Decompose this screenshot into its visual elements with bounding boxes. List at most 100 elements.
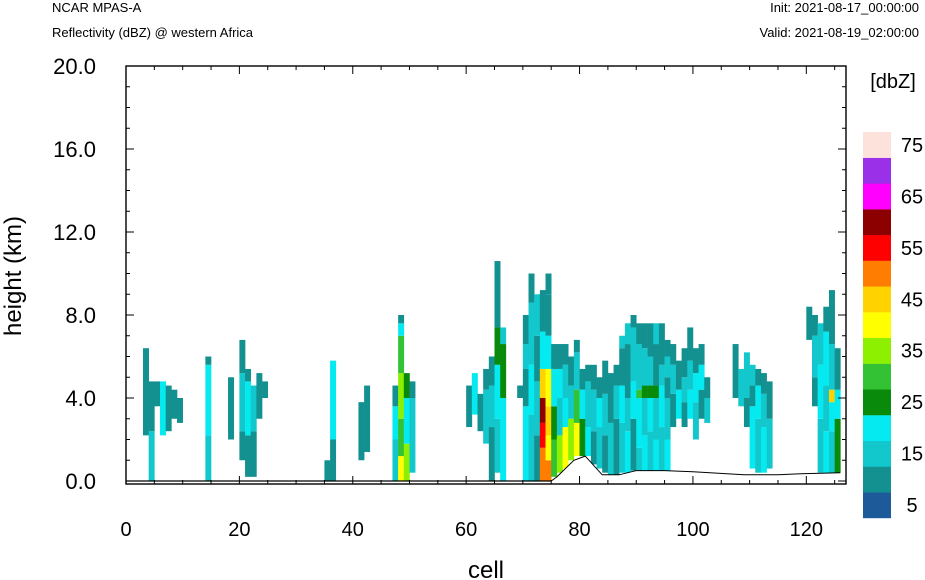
terrain-fill (126, 456, 846, 484)
reflectivity-cell (687, 360, 694, 390)
model-title: NCAR MPAS-A (52, 0, 142, 15)
reflectivity-cell (755, 385, 762, 419)
reflectivity-cell (738, 368, 745, 407)
reflectivity-cell (562, 398, 569, 428)
reflectivity-cell (698, 389, 705, 419)
reflectivity-cell (358, 402, 365, 461)
reflectivity-cell (545, 460, 552, 481)
colorbar-swatch (863, 157, 891, 184)
colorbar-tick-label: 15 (901, 444, 923, 466)
reflectivity-cell (330, 360, 337, 440)
reflectivity-cell (545, 294, 552, 336)
reflectivity-cell (154, 381, 161, 407)
colorbar-tick-label: 55 (901, 238, 923, 260)
reflectivity-cell (517, 385, 524, 398)
y-tick-label: 4.0 (65, 386, 96, 411)
reflectivity-cell (528, 414, 535, 481)
y-axis-label: height (km) (0, 216, 27, 336)
reflectivity-cell (539, 368, 546, 398)
reflectivity-cell (398, 373, 405, 419)
reflectivity-cell (177, 398, 183, 423)
reflectivity-cell (250, 385, 257, 432)
reflectivity-cell (647, 323, 654, 357)
reflectivity-cell (539, 290, 546, 332)
reflectivity-cell (692, 373, 699, 403)
reflectivity-cell (823, 306, 830, 332)
reflectivity-cell (704, 398, 711, 423)
reflectivity-cell (239, 431, 246, 461)
colorbar-swatch (863, 132, 891, 158)
reflectivity-cell (755, 368, 762, 386)
reflectivity-cell (579, 418, 586, 457)
reflectivity-cell (545, 435, 552, 461)
reflectivity-cell (534, 381, 541, 436)
reflectivity-cell (811, 335, 818, 378)
x-tick-label: 40 (342, 519, 364, 541)
reflectivity-cell (573, 352, 580, 390)
reflectivity-cell (619, 422, 626, 473)
reflectivity-cell (573, 389, 580, 423)
reflectivity-cell (653, 385, 660, 398)
reflectivity-cell (641, 435, 648, 471)
reflectivity-cell (704, 377, 711, 398)
reflectivity-cell (245, 381, 252, 436)
reflectivity-cell (596, 427, 603, 469)
reflectivity-cell (596, 398, 603, 428)
y-tick-label: 16.0 (53, 137, 96, 162)
x-axis-label: cell (468, 557, 504, 580)
reflectivity-cell (500, 398, 507, 481)
reflectivity-cell (556, 398, 563, 436)
reflectivity-cell (675, 360, 682, 390)
reflectivity-cell (823, 385, 830, 432)
reflectivity-cell (664, 398, 671, 440)
reflectivity-cell (148, 431, 155, 481)
y-tick-label: 12.0 (53, 220, 96, 245)
reflectivity-cell (681, 402, 688, 428)
reflectivity-cell (828, 431, 835, 473)
reflectivity-cell (670, 344, 677, 365)
reflectivity-cell (392, 385, 399, 407)
reflectivity-cell (545, 406, 552, 436)
reflectivity-cell (409, 381, 416, 398)
reflectivity-cell (641, 323, 648, 349)
init-time: Init: 2021-08-17_00:00:00 (770, 0, 919, 15)
reflectivity-cell (551, 439, 558, 477)
reflectivity-cell (585, 364, 592, 382)
reflectivity-cell (245, 368, 252, 382)
reflectivity-cell (494, 364, 501, 419)
colorbar-swatch (863, 466, 891, 493)
colorbar: 5 15 25 35 45 55 65 75 (863, 132, 923, 519)
reflectivity-cell (766, 418, 773, 469)
reflectivity-cell (488, 427, 495, 481)
colorbar-swatch (863, 183, 891, 210)
colorbar-swatch (863, 363, 891, 390)
reflectivity-cell (817, 364, 824, 419)
reflectivity-cell (398, 418, 405, 457)
reflectivity-cell (766, 381, 773, 419)
reflectivity-cell (823, 431, 830, 473)
reflectivity-cell (534, 294, 541, 336)
reflectivity-cell (500, 327, 507, 345)
reflectivity-cell (636, 344, 643, 390)
reflectivity-cell (551, 344, 558, 369)
reflectivity-cell (579, 368, 586, 390)
reflectivity-cell (749, 364, 756, 386)
reflectivity-cell (658, 385, 665, 428)
y-tick-label: 0.0 (65, 469, 96, 494)
reflectivity-cell (636, 398, 643, 448)
reflectivity-cell (579, 389, 586, 419)
reflectivity-cell (568, 356, 575, 386)
reflectivity-cell (624, 431, 631, 473)
reflectivity-cell (539, 398, 546, 423)
reflectivity-cell (834, 389, 841, 419)
reflectivity-cell (675, 389, 682, 419)
reflectivity-cell (602, 435, 609, 473)
reflectivity-cell (488, 356, 495, 386)
reflectivity-cell (551, 368, 558, 407)
terrain-line (126, 455, 841, 482)
reflectivity-cell (834, 418, 841, 473)
reflectivity-cell (398, 335, 405, 374)
colorbar-swatch (863, 415, 891, 441)
field-title: Reflectivity (dBZ) @ western Africa (52, 25, 254, 40)
